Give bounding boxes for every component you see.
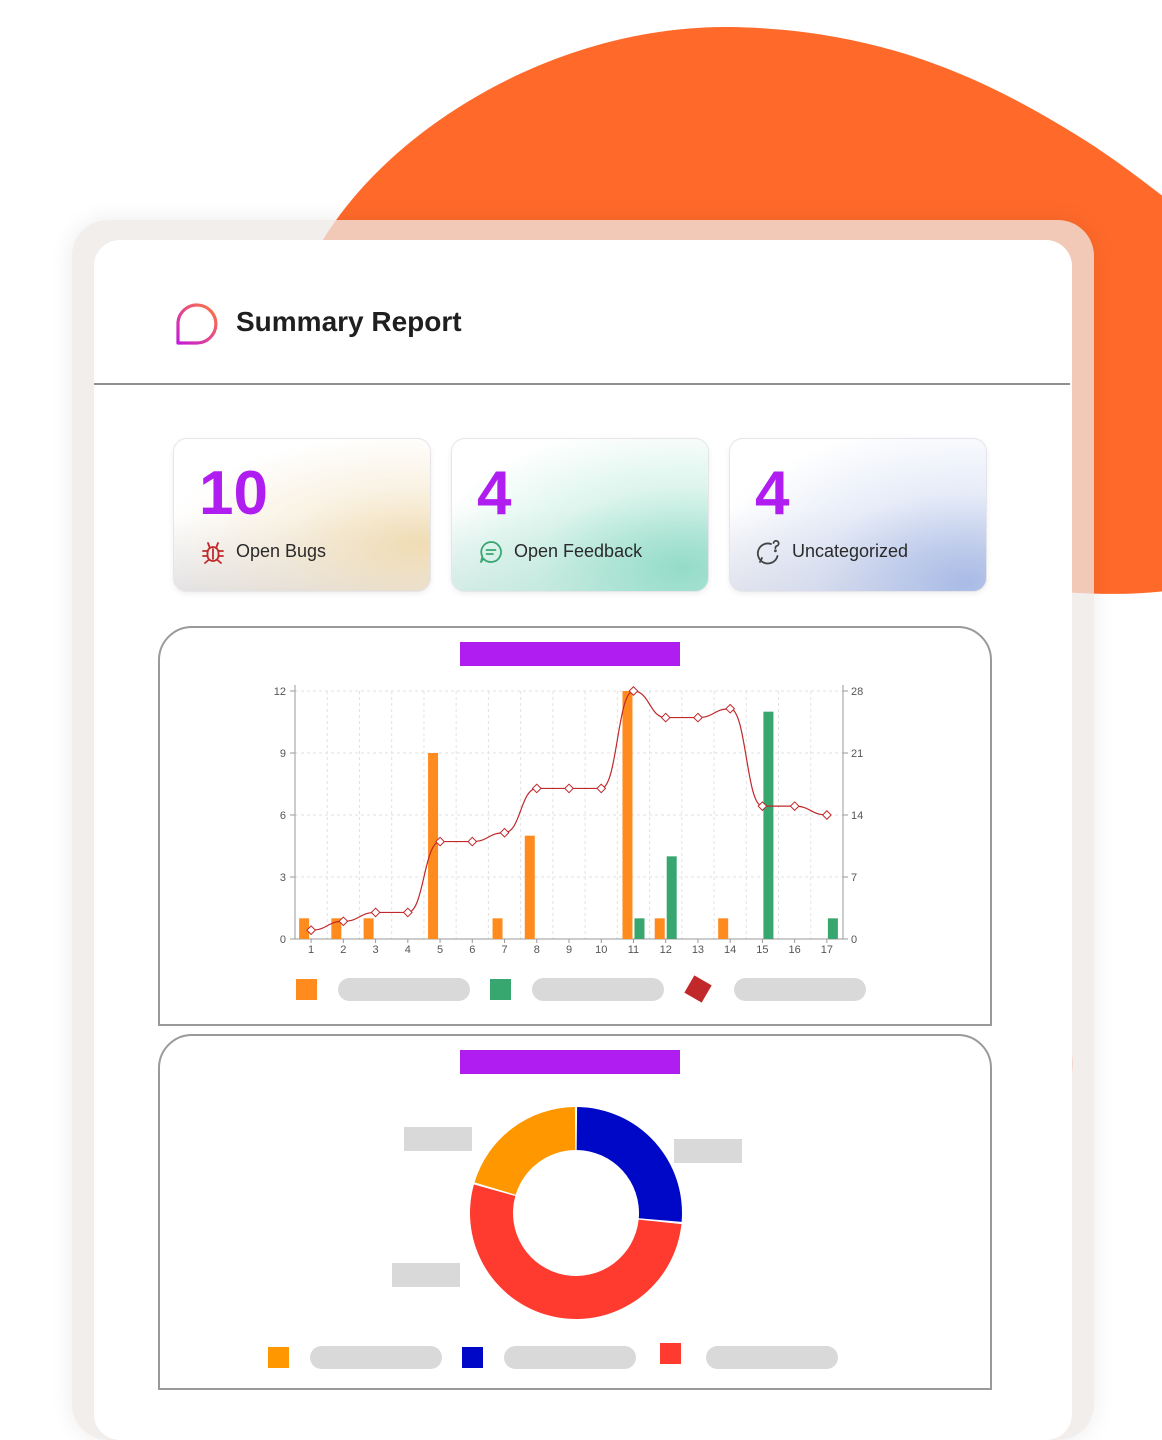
line-point — [757, 801, 768, 812]
legend-swatch-red — [660, 1343, 681, 1364]
line-point — [821, 810, 832, 820]
x-tick-label: 11 — [628, 944, 639, 956]
stat-value: 4 — [477, 459, 512, 528]
line-point — [338, 916, 349, 927]
bar-orange — [492, 918, 503, 939]
stat-label: Uncategorized — [792, 541, 909, 561]
summary-report-card: Summary Report 10 Open Bugs 4 Open Feedb… — [94, 240, 1072, 1440]
donut-slice — [470, 1184, 682, 1319]
slice-label-placeholder — [392, 1263, 460, 1287]
x-tick-label: 16 — [789, 944, 801, 956]
x-tick-label: 3 — [373, 944, 379, 956]
y-left-tick-label: 6 — [280, 810, 286, 822]
chart-grid — [294, 690, 844, 940]
bar-orange — [622, 691, 633, 939]
stat-label: Open Feedback — [514, 541, 643, 561]
x-tick-label: 9 — [566, 944, 572, 956]
donut-chart-panel — [158, 1034, 992, 1390]
bar-green — [827, 918, 838, 939]
chat-icon — [480, 541, 502, 563]
legend-swatch-red — [684, 975, 712, 1003]
legend-label-placeholder — [338, 978, 470, 1001]
bar-orange — [654, 918, 665, 939]
line-point — [564, 783, 574, 794]
line-point — [725, 703, 736, 714]
x-tick-label: 6 — [469, 944, 475, 956]
legend-swatch-blue — [462, 1347, 483, 1368]
y-right-tick-label: 7 — [851, 872, 857, 884]
line-point — [692, 712, 703, 723]
x-tick-label: 7 — [501, 944, 507, 956]
chart-title-placeholder — [460, 642, 680, 666]
line-point — [435, 836, 446, 847]
x-tick-label: 14 — [724, 944, 736, 956]
y-right-tick-label: 14 — [851, 810, 863, 822]
bar-green — [666, 856, 677, 939]
legend-swatch-green — [490, 979, 511, 1000]
donut-slice — [576, 1107, 682, 1222]
page-title: Summary Report — [236, 306, 462, 337]
line-point — [596, 783, 607, 794]
question-chat-icon — [756, 539, 780, 565]
x-tick-label: 12 — [660, 944, 672, 956]
bug-icon — [202, 542, 224, 564]
bar-green — [763, 711, 774, 939]
y-left-tick-label: 9 — [280, 748, 286, 760]
bar-orange — [331, 918, 342, 939]
y-left-tick-label: 3 — [280, 872, 286, 884]
stat-card-uncategorized[interactable]: 4 Uncategorized — [729, 438, 987, 592]
line-point — [499, 827, 510, 838]
x-tick-label: 13 — [692, 944, 704, 956]
x-tick-label: 1 — [308, 944, 314, 956]
series-line — [311, 690, 827, 931]
x-tick-label: 2 — [340, 944, 346, 956]
x-tick-label: 10 — [595, 944, 607, 956]
x-tick-label: 5 — [437, 944, 443, 956]
legend-swatch-orange — [296, 979, 317, 1000]
slice-label-placeholder — [404, 1127, 472, 1151]
line-point — [660, 712, 671, 723]
donut-chart — [268, 1107, 838, 1369]
line-point — [306, 925, 317, 936]
bar-orange — [524, 835, 535, 939]
x-tick-label: 4 — [405, 944, 411, 956]
line-point — [531, 783, 542, 794]
stat-card-open-feedback[interactable]: 4 Open Feedback — [451, 438, 709, 592]
chat-bubble-logo-icon — [176, 303, 218, 345]
chart-title-placeholder — [460, 1050, 680, 1074]
legend-label-placeholder — [532, 978, 664, 1001]
legend-label-placeholder — [734, 978, 866, 1001]
slice-label-placeholder — [674, 1139, 742, 1163]
bar-orange — [718, 918, 729, 939]
legend-label-placeholder — [310, 1346, 442, 1369]
donut-slice — [474, 1107, 576, 1195]
report-header: Summary Report — [94, 240, 1070, 385]
x-tick-label: 8 — [534, 944, 540, 956]
y-right-tick-label: 21 — [851, 748, 863, 760]
y-left-tick-label: 12 — [274, 686, 286, 698]
stat-value: 4 — [755, 459, 790, 528]
y-right-tick-label: 28 — [851, 686, 863, 698]
legend-label-placeholder — [706, 1346, 838, 1369]
line-point — [370, 907, 381, 918]
y-right-tick-label: 0 — [851, 934, 857, 946]
stat-value: 10 — [199, 459, 268, 528]
line-point — [628, 686, 639, 696]
bar-orange — [299, 918, 310, 939]
stat-label: Open Bugs — [236, 541, 327, 561]
bar-green — [634, 918, 645, 939]
bar-line-chart-panel: 0 3 6 9 12 0 7 14 21 28 1 2 3 4 5 6 7 8 9 10 11 12 13 14 15 16 17 — [158, 626, 992, 1026]
legend-swatch-orange — [268, 1347, 289, 1368]
y-left-tick-label: 0 — [280, 934, 286, 946]
stat-card-open-bugs[interactable]: 10 Open Bugs — [173, 438, 431, 592]
bar-orange — [363, 918, 374, 939]
legend-label-placeholder — [504, 1346, 636, 1369]
x-tick-label: 17 — [821, 944, 833, 956]
x-tick-label: 15 — [756, 944, 768, 956]
line-point — [402, 907, 413, 918]
line-point — [467, 836, 478, 847]
line-point — [789, 801, 800, 812]
